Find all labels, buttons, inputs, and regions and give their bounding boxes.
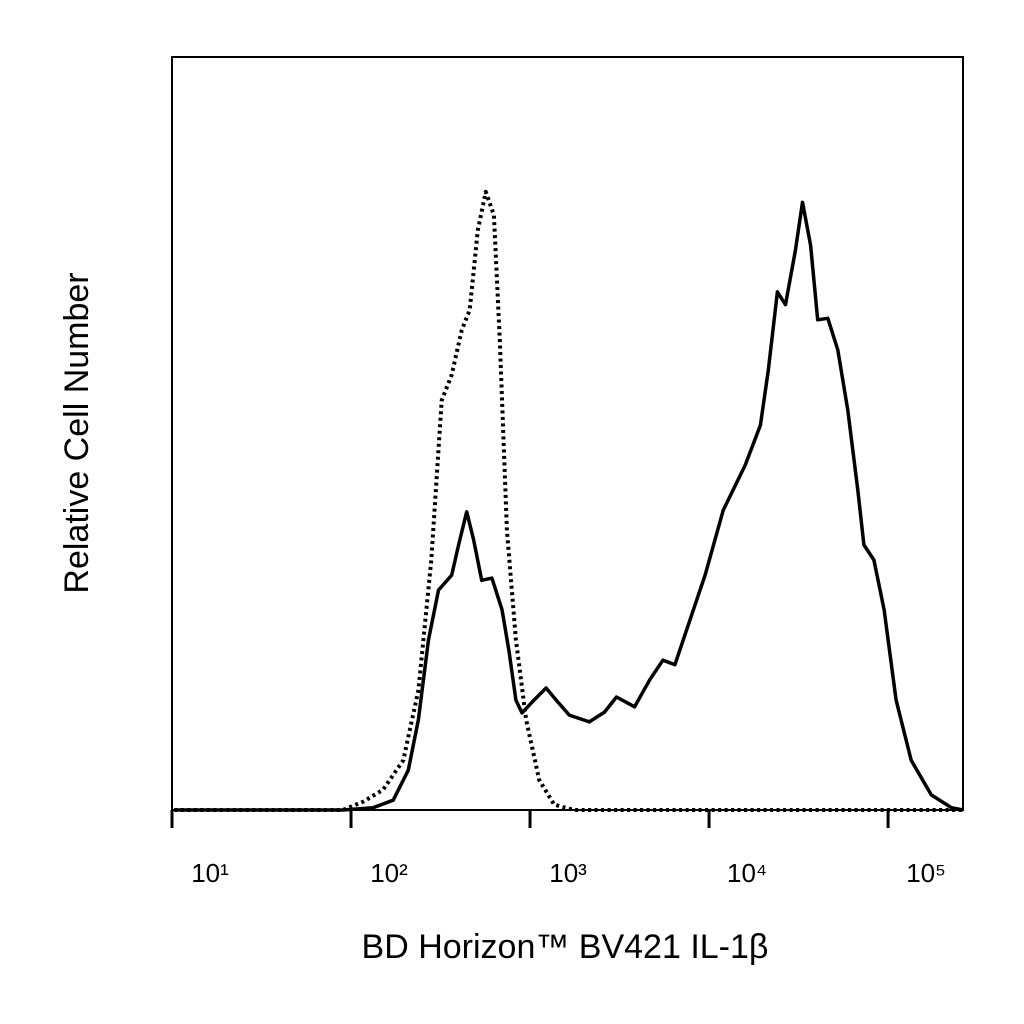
plot-frame [171, 56, 964, 811]
x-axis-label: BD Horizon™ BV421 IL-1β [362, 928, 769, 966]
x-tick-label: 10⁴ [727, 858, 767, 888]
y-axis-label: Relative Cell Number [58, 272, 96, 593]
x-tick-label: 10¹ [191, 858, 229, 888]
series-line [174, 189, 963, 812]
x-tick-label: 10⁵ [906, 858, 946, 888]
series-line [174, 200, 964, 812]
x-tick-label: 10² [370, 858, 408, 888]
x-tick-label: 10³ [549, 858, 587, 888]
